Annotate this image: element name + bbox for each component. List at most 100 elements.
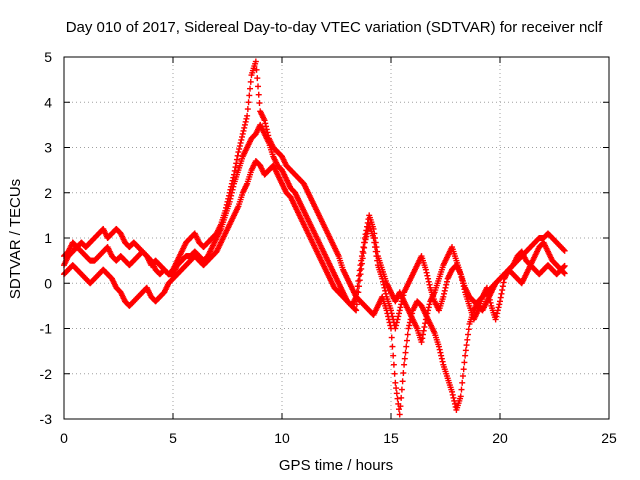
data-point-alt (353, 307, 360, 314)
data-point-main (390, 361, 397, 368)
data-point-main (406, 322, 413, 329)
data-point-alt (229, 186, 236, 193)
data-point-main (241, 121, 248, 128)
data-point-main (246, 92, 253, 99)
data-point-alt (561, 262, 568, 269)
data-point-alt (393, 322, 400, 329)
data-point-main (234, 152, 241, 159)
data-point-main (235, 149, 242, 156)
data-point-alt (560, 263, 567, 270)
data-point-main (435, 343, 442, 350)
data-point-main (243, 115, 250, 122)
x-tick-label: 15 (383, 430, 399, 446)
data-point-main (463, 342, 470, 349)
data-point-alt (388, 307, 394, 314)
data-point-alt (441, 290, 448, 297)
data-point-main (465, 326, 472, 333)
data-point-main (449, 391, 456, 398)
data-point-main (405, 325, 412, 332)
data-point-alt (440, 293, 447, 300)
data-point-main (436, 346, 443, 353)
data-point-main (239, 133, 246, 140)
data-point-alt (441, 287, 448, 294)
data-point-alt (380, 278, 387, 285)
data-point-low (499, 287, 506, 294)
x-tick-label: 20 (492, 430, 508, 446)
data-point-main (232, 164, 239, 171)
ticks-layer: 0 5 10 15 20 25 -3 -2 -1 0 1 2 3 4 5 (40, 49, 617, 446)
data-point-alt (352, 306, 359, 313)
data-point-main (253, 66, 260, 73)
data-point-main (459, 373, 466, 380)
data-point-main (458, 386, 465, 393)
data-point-main (256, 100, 263, 107)
data-point-main (404, 331, 411, 338)
data-point-main (262, 120, 269, 127)
data-point-main (388, 334, 395, 341)
data-point-low (421, 323, 428, 330)
data-point-alt (426, 281, 433, 288)
data-point-main (263, 123, 270, 130)
data-point-main (241, 124, 248, 131)
data-point-alt (424, 272, 431, 279)
y-tick-label: 3 (44, 140, 52, 156)
data-point-main (465, 331, 472, 338)
data-point-main (439, 358, 446, 365)
data-point-low (497, 298, 503, 305)
data-point-main (254, 75, 261, 82)
data-point-alt (382, 290, 389, 297)
grid-layer (64, 57, 609, 419)
data-point-main (561, 247, 568, 254)
data-series (61, 58, 568, 418)
data-point-main (464, 336, 471, 343)
x-tick-label: 5 (169, 430, 177, 446)
chart-title: Day 010 of 2017, Sidereal Day-to-day VTE… (66, 19, 603, 36)
data-point-main (240, 127, 247, 134)
data-point-main (239, 130, 246, 137)
data-point-alt (395, 310, 402, 317)
data-point-alt (443, 281, 450, 288)
x-tick-label: 0 (60, 430, 68, 446)
data-point-main (247, 85, 254, 92)
data-point-main (398, 394, 405, 401)
data-point-alt (394, 316, 401, 323)
x-tick-label: 25 (601, 430, 617, 446)
data-point-alt (442, 284, 449, 291)
data-point-main (245, 99, 252, 106)
data-point-main (460, 366, 467, 373)
data-point-alt (228, 192, 235, 199)
data-point-main (261, 117, 268, 124)
y-tick-label: 2 (44, 185, 52, 201)
data-point-alt (392, 325, 399, 332)
data-point-alt (382, 287, 389, 294)
data-point-main (461, 359, 468, 366)
data-point-main (252, 58, 259, 65)
data-point-low (495, 304, 502, 311)
y-tick-label: -3 (40, 411, 53, 427)
data-point-low (496, 301, 503, 308)
data-point-main (403, 337, 410, 344)
data-point-main (242, 118, 249, 125)
data-point-main (394, 395, 401, 402)
data-point-alt (425, 278, 432, 285)
data-point-main (397, 403, 404, 410)
data-point-main (236, 146, 243, 153)
data-point-main (255, 91, 262, 98)
data-point-main (401, 355, 408, 362)
data-point-alt (389, 313, 396, 320)
data-point-alt (226, 198, 233, 205)
data-point-main (398, 386, 405, 393)
data-point-main (395, 406, 402, 413)
y-tick-label: 4 (44, 94, 52, 110)
data-point-alt (228, 189, 235, 196)
data-point-main (238, 136, 245, 143)
data-point-low (499, 283, 506, 290)
data-point-main (393, 390, 400, 397)
y-tick-label: 1 (44, 230, 52, 246)
data-point-low (425, 304, 432, 311)
data-point-alt (423, 269, 430, 276)
data-point-main (401, 361, 408, 368)
x-tick-label: 10 (274, 430, 290, 446)
data-point-main (438, 352, 445, 359)
data-point-main (462, 352, 469, 359)
